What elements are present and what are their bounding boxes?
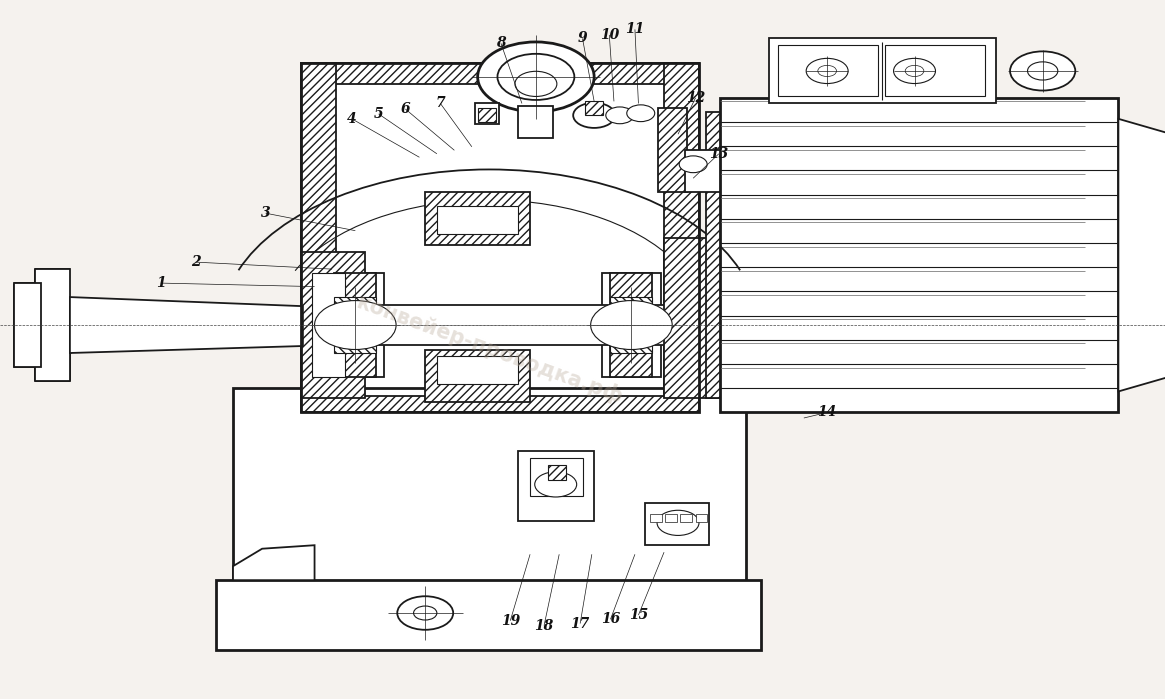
Bar xyxy=(326,273,384,377)
Bar xyxy=(336,84,664,396)
Bar xyxy=(312,273,345,377)
Bar xyxy=(425,350,530,402)
Polygon shape xyxy=(233,545,315,580)
Text: 9: 9 xyxy=(578,31,587,45)
Bar xyxy=(301,63,336,412)
Bar xyxy=(478,108,496,122)
Circle shape xyxy=(679,156,707,173)
Polygon shape xyxy=(35,269,70,381)
Polygon shape xyxy=(610,273,652,377)
Circle shape xyxy=(905,66,924,77)
Text: 18: 18 xyxy=(535,619,553,633)
Bar xyxy=(696,514,707,522)
Bar xyxy=(530,458,582,496)
Bar xyxy=(769,38,996,103)
Text: 13: 13 xyxy=(709,147,728,161)
Circle shape xyxy=(573,103,615,128)
Bar xyxy=(658,108,687,192)
Circle shape xyxy=(606,107,634,124)
Bar xyxy=(301,63,699,412)
Text: 3: 3 xyxy=(261,206,270,220)
Bar xyxy=(437,206,518,234)
Circle shape xyxy=(478,42,594,112)
Text: 6: 6 xyxy=(401,102,410,116)
Circle shape xyxy=(627,105,655,122)
Bar xyxy=(518,106,553,138)
Bar xyxy=(706,112,720,398)
Bar xyxy=(664,238,720,398)
Bar xyxy=(685,150,720,192)
Bar xyxy=(548,465,566,480)
Circle shape xyxy=(894,59,935,84)
Bar xyxy=(518,451,594,521)
Bar xyxy=(301,63,699,84)
Bar xyxy=(233,388,746,626)
Text: 12: 12 xyxy=(686,91,705,105)
Text: 14: 14 xyxy=(818,405,836,419)
Bar xyxy=(610,297,652,353)
Bar xyxy=(334,297,376,353)
Bar xyxy=(664,63,699,412)
Polygon shape xyxy=(14,283,41,367)
Circle shape xyxy=(497,54,574,100)
Circle shape xyxy=(806,59,848,84)
Circle shape xyxy=(535,472,577,497)
Circle shape xyxy=(1010,52,1075,91)
Bar xyxy=(585,101,603,115)
Circle shape xyxy=(515,71,557,96)
Circle shape xyxy=(1028,62,1058,80)
Text: 16: 16 xyxy=(601,612,620,626)
Bar xyxy=(425,192,530,245)
Text: 5: 5 xyxy=(374,107,383,121)
Bar xyxy=(475,103,499,124)
Text: конвейер-проводка.рф: конвейер-проводка.рф xyxy=(353,291,626,408)
Bar xyxy=(645,503,709,545)
Bar xyxy=(720,98,1118,412)
Text: 19: 19 xyxy=(501,614,520,628)
Text: 17: 17 xyxy=(571,617,589,630)
Circle shape xyxy=(591,301,672,350)
Circle shape xyxy=(818,66,836,77)
Bar xyxy=(437,356,518,384)
Circle shape xyxy=(414,606,437,620)
Text: 7: 7 xyxy=(436,96,445,110)
Bar xyxy=(303,305,687,345)
Text: 2: 2 xyxy=(191,255,200,269)
Text: 4: 4 xyxy=(347,112,356,126)
Bar xyxy=(602,273,661,377)
Text: 15: 15 xyxy=(629,608,648,622)
Polygon shape xyxy=(1118,119,1165,391)
Bar xyxy=(885,45,986,96)
Circle shape xyxy=(397,596,453,630)
Bar xyxy=(665,514,677,522)
Bar xyxy=(301,252,365,398)
Text: 10: 10 xyxy=(600,28,619,42)
Polygon shape xyxy=(334,273,376,377)
Bar xyxy=(301,396,699,412)
Text: 11: 11 xyxy=(626,22,644,36)
Text: 1: 1 xyxy=(156,276,165,290)
Polygon shape xyxy=(70,297,303,353)
Circle shape xyxy=(315,301,396,350)
Bar xyxy=(216,580,761,650)
Text: 8: 8 xyxy=(496,36,506,50)
Bar xyxy=(778,45,878,96)
Bar xyxy=(680,514,692,522)
Circle shape xyxy=(657,510,699,535)
Bar xyxy=(650,514,662,522)
